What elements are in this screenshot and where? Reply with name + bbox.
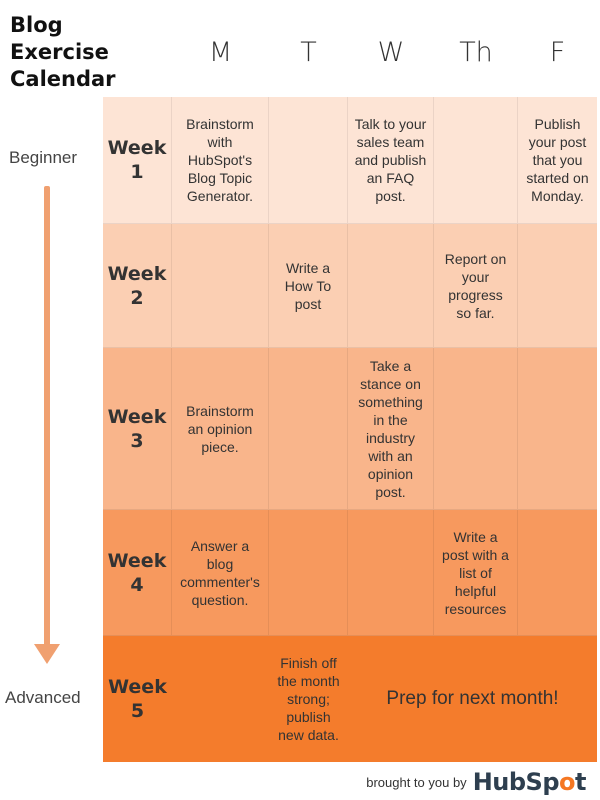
week-row: Week 5 Finish off the month strong; publi… [103,636,597,762]
week-row: Week 4 Answer a blog commenter's question… [103,510,597,636]
calendar-cell: Talk to your sales team and publish an F… [348,97,434,224]
scale-beginner-label: Beginner [9,148,78,167]
calendar-grid: Week 1 Brainstorm with HubSpot's Blog Top… [103,97,597,762]
calendar-cell [172,224,269,348]
calendar-cell: Answer a blog commenter's question. [172,510,269,636]
calendar-cell: Report on your progress so far. [434,224,518,348]
calendar-cell [518,510,597,636]
calendar-cell: Write a How To post [269,224,348,348]
calendar-title: Blog Exercise Calendar [10,12,130,93]
calendar-cell [348,510,434,636]
credit-text: brought to you by [366,774,467,790]
week-label: Week 1 [103,97,172,224]
title-line-3: Calendar [10,67,116,91]
calendar-cell [518,224,597,348]
week-label: Week 5 [108,676,167,722]
calendar-cell: Take a stance on something in the indust… [348,348,434,510]
arrow-down-icon [34,644,60,664]
calendar-cell [434,97,518,224]
week-row: Week 2 Write a How To post Report on your… [103,224,597,348]
week-label: Week 2 [103,224,172,348]
calendar-cell: Brainstorm an opinion piece. [172,348,269,510]
calendar-cell [269,97,348,224]
calendar-cell: Finish off the month strong; publish new… [277,655,340,743]
day-header-wednesday: W [377,37,405,68]
calendar-cell [172,636,269,762]
week-row: Week 3 Brainstorm an opinion piece. Take … [103,348,597,510]
week-row: Week 1 Brainstorm with HubSpot's Blog Top… [103,97,597,224]
title-line-2: Exercise [10,40,109,64]
calendar-cell [269,348,348,510]
calendar-cell: Publish your post that you started on Mo… [518,97,597,224]
calendar-cell: Brainstorm with HubSpot's Blog Topic Gen… [172,97,269,224]
calendar-cell: Write a post with a list of helpful reso… [434,510,518,636]
difficulty-arrow [44,186,50,648]
calendar-cell [434,348,518,510]
calendar-span-cell: Prep for next month! [386,688,559,709]
title-line-1: Blog [10,13,63,37]
calendar-cell [269,510,348,636]
day-header-monday: M [208,37,233,68]
week-label: Week 4 [103,510,172,636]
calendar-cell [348,224,434,348]
hubspot-logo: HubSpot [472,768,587,796]
day-header-tuesday: T [300,37,317,68]
day-header-thursday: Th [459,37,493,68]
calendar-cell [518,348,597,510]
day-header-friday: F [549,37,566,68]
scale-advanced-label: Advanced [5,688,81,707]
sprocket-icon: o [559,768,576,796]
week-label: Week 3 [103,348,172,510]
footer-credit: brought to you by HubSpot [366,768,586,796]
